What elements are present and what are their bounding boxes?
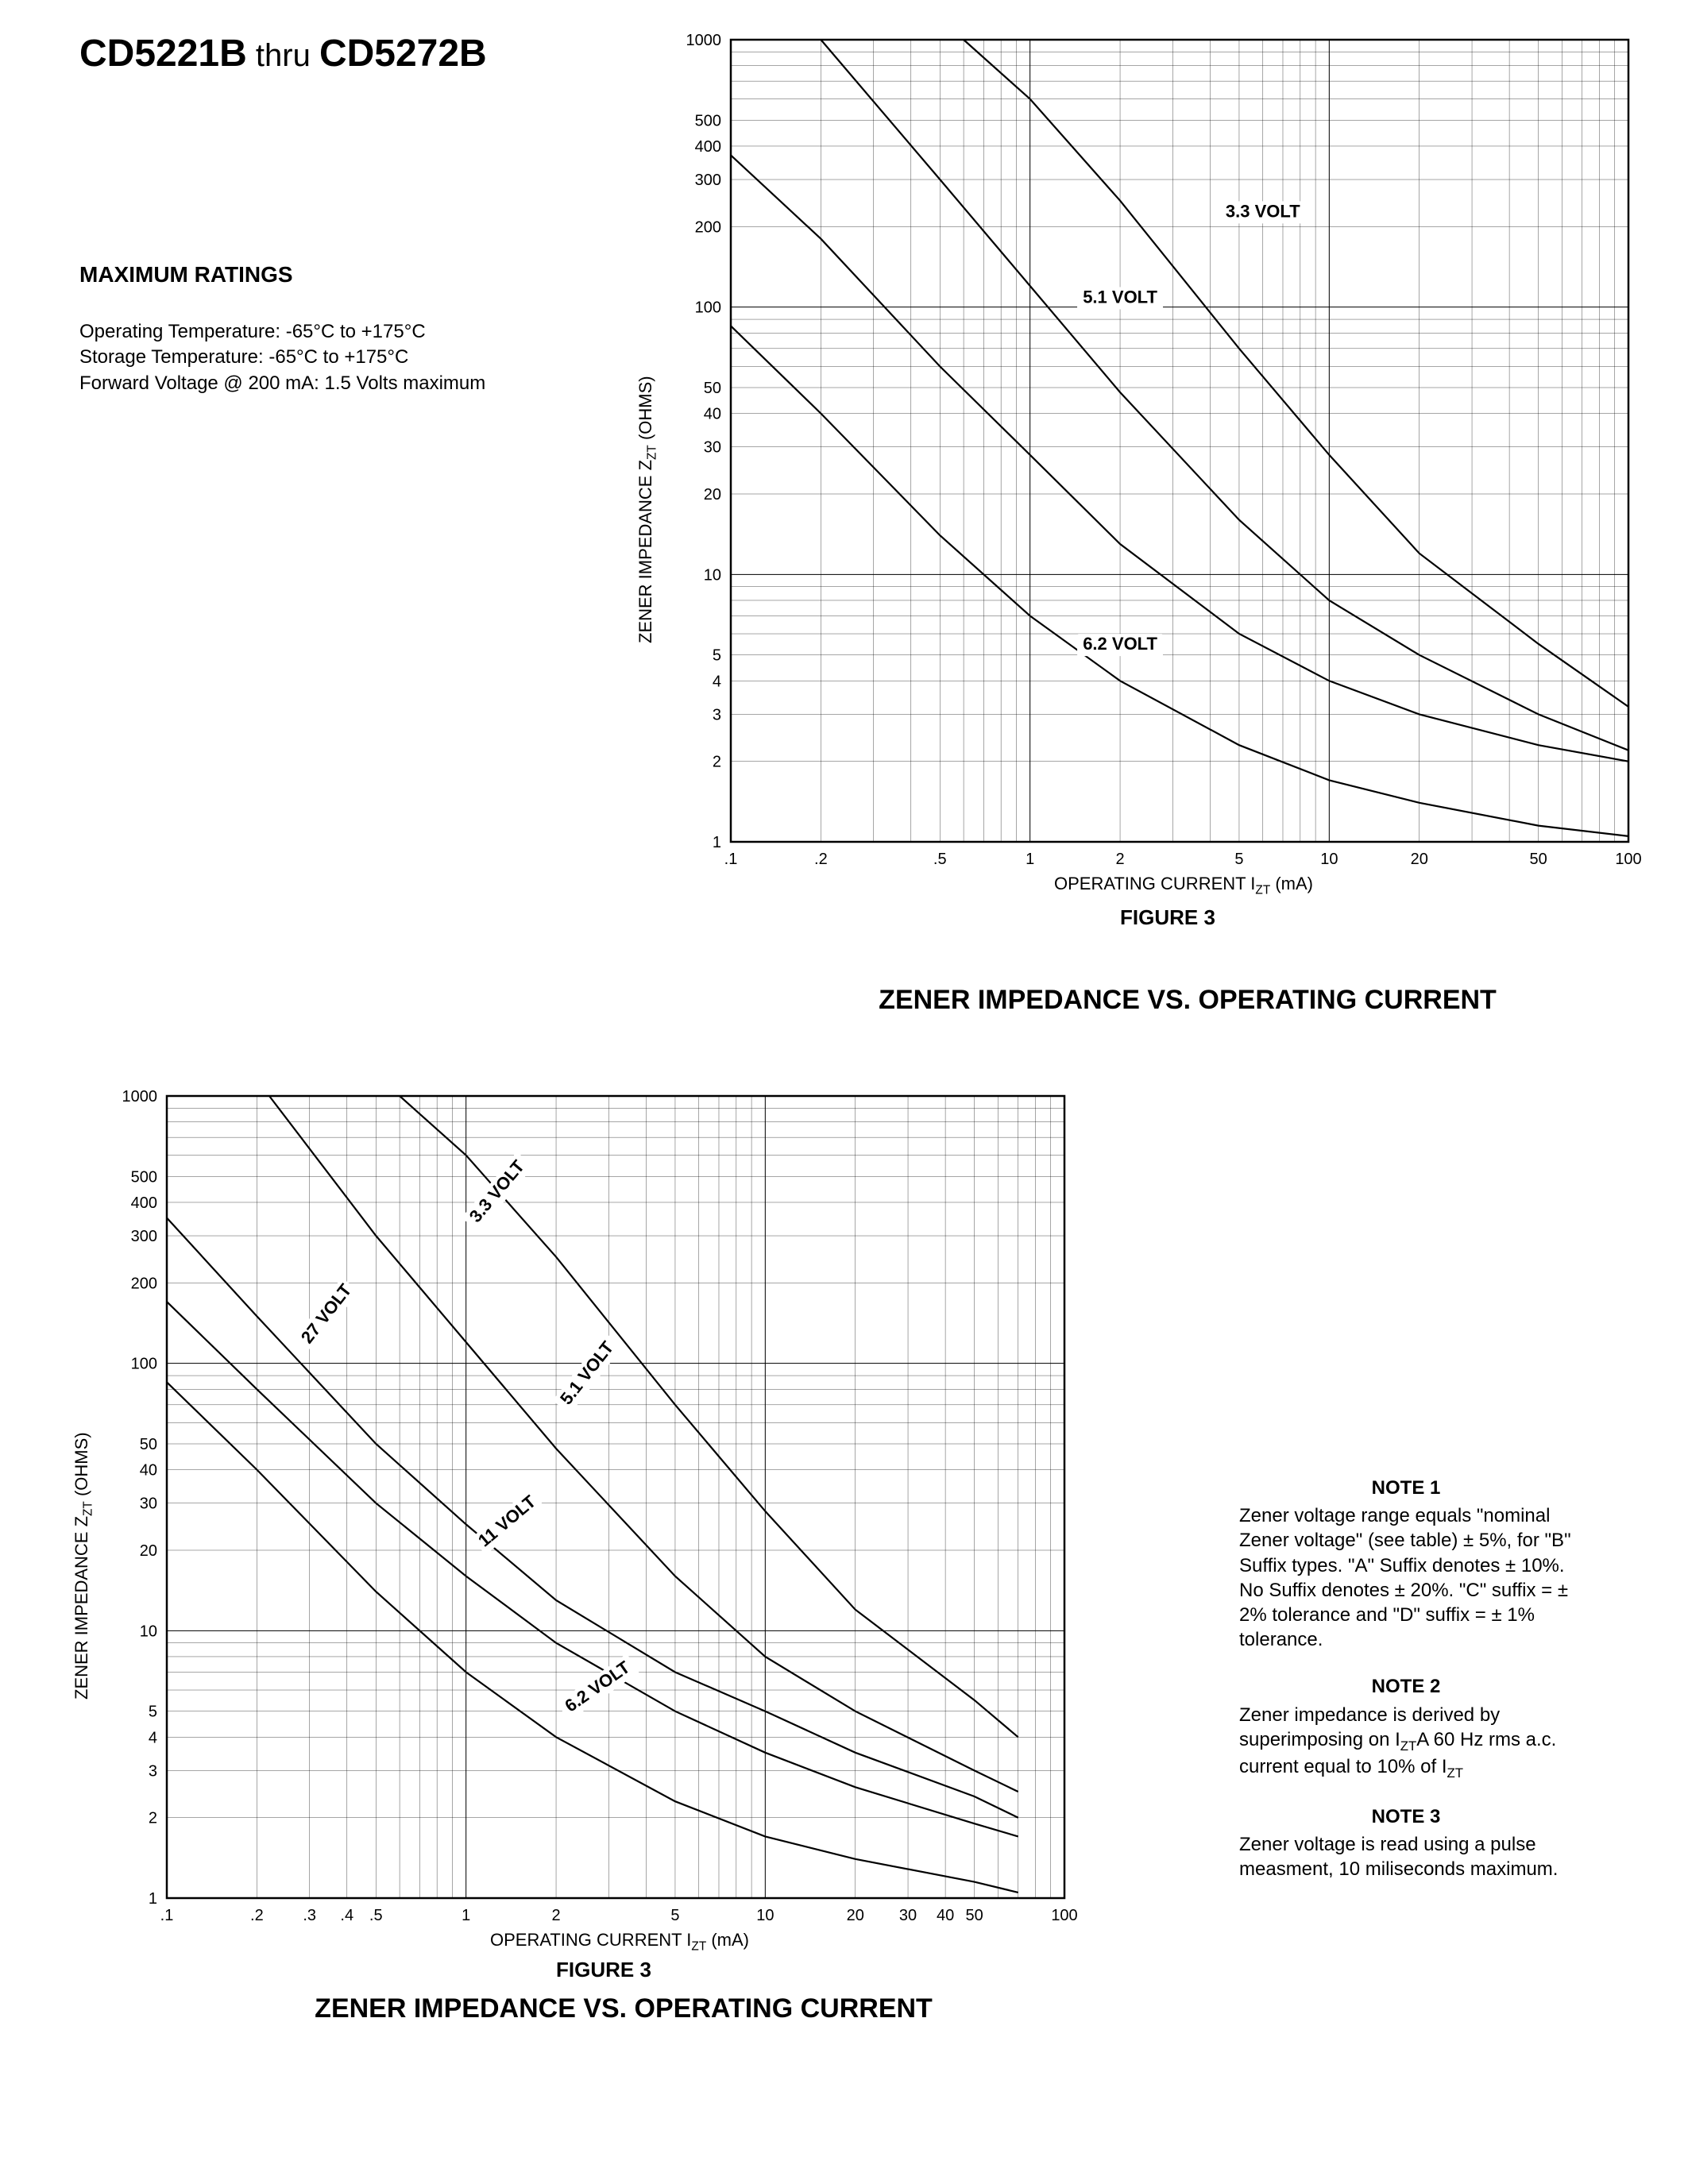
svg-text:1000: 1000 [122, 1088, 158, 1106]
svg-text:50: 50 [704, 380, 721, 397]
svg-text:5: 5 [1234, 851, 1243, 868]
svg-text:10: 10 [756, 1907, 774, 1924]
svg-text:40: 40 [704, 406, 721, 423]
chart2-x-label: OPERATING CURRENT IZT (mA) [421, 1930, 818, 1954]
chart1-figure: FIGURE 3 [1088, 905, 1247, 930]
ratings-line-0: Operating Temperature: -65°C to +175°C [79, 319, 588, 345]
svg-text:.1: .1 [724, 851, 738, 868]
svg-text:10: 10 [140, 1623, 157, 1640]
chart2-svg: .1 .2 .5 1 2 5 10 20 50 100 .3 .4 30 40 1 2 3 4 5 10 20 30 40 5… [79, 1088, 1088, 1938]
svg-text:5: 5 [149, 1704, 157, 1721]
ratings-line-2: Forward Voltage @ 200 mA: 1.5 Volts maxi… [79, 371, 588, 396]
svg-text:20: 20 [1411, 851, 1428, 868]
note2-heading: NOTE 2 [1239, 1674, 1573, 1699]
chart1-y-label: ZENER IMPEDANCE ZZT (OHMS) [635, 376, 659, 643]
svg-text:1: 1 [149, 1890, 157, 1908]
note1-heading: NOTE 1 [1239, 1476, 1573, 1500]
chart2-title: ZENER IMPEDANCE VS. OPERATING CURRENT [246, 1993, 1001, 2024]
svg-text:3: 3 [149, 1762, 157, 1780]
svg-text:30: 30 [704, 439, 721, 457]
svg-text:2: 2 [1115, 851, 1124, 868]
note3-heading: NOTE 3 [1239, 1804, 1573, 1829]
svg-text:2: 2 [713, 754, 721, 771]
svg-text:.5: .5 [933, 851, 947, 868]
svg-text:20: 20 [847, 1907, 864, 1924]
svg-text:10: 10 [704, 566, 721, 584]
chart2-figure: FIGURE 3 [524, 1958, 683, 1982]
svg-text:3: 3 [713, 706, 721, 723]
svg-text:.2: .2 [814, 851, 828, 868]
page-title: CD5221B thru CD5272B [79, 32, 487, 75]
svg-text:2: 2 [551, 1907, 560, 1924]
svg-text:5: 5 [713, 647, 721, 665]
svg-text:500: 500 [695, 112, 721, 129]
svg-text:10: 10 [1320, 851, 1338, 868]
svg-text:20: 20 [704, 486, 721, 504]
title-part2: CD5272B [319, 33, 487, 75]
svg-text:.4: .4 [340, 1907, 353, 1924]
svg-text:2: 2 [149, 1810, 157, 1827]
svg-text:3.3 VOLT: 3.3 VOLT [1226, 201, 1300, 221]
title-thru: thru [247, 38, 319, 73]
svg-text:.5: .5 [369, 1907, 383, 1924]
chart2-y-label: ZENER IMPEDANCE ZZT (OHMS) [71, 1432, 95, 1700]
svg-text:100: 100 [695, 299, 721, 317]
svg-text:300: 300 [131, 1228, 157, 1245]
svg-text:20: 20 [140, 1542, 157, 1560]
svg-text:1000: 1000 [686, 32, 722, 49]
chart1-x-label: OPERATING CURRENT IZT (mA) [985, 874, 1382, 897]
chart1-svg: .1 .2 .5 1 2 5 10 20 50 100 1 2 3 4 5 10 20 30 40 50 100 200 3… [643, 32, 1652, 882]
svg-text:6.2 VOLT: 6.2 VOLT [1083, 634, 1157, 654]
svg-text:5.1 VOLT: 5.1 VOLT [1083, 287, 1157, 307]
svg-text:100: 100 [131, 1356, 157, 1373]
svg-text:4: 4 [149, 1729, 157, 1746]
svg-text:1: 1 [462, 1907, 470, 1924]
notes-block: NOTE 1 Zener voltage range equals "nomin… [1239, 1453, 1573, 1882]
svg-text:1: 1 [713, 834, 721, 851]
svg-text:40: 40 [937, 1907, 954, 1924]
svg-text:500: 500 [131, 1168, 157, 1186]
svg-text:.3: .3 [303, 1907, 316, 1924]
ratings-heading: MAXIMUM RATINGS [79, 262, 588, 287]
svg-text:400: 400 [695, 138, 721, 156]
svg-text:50: 50 [140, 1436, 157, 1453]
svg-text:400: 400 [131, 1194, 157, 1212]
svg-text:100: 100 [1615, 851, 1641, 868]
note3-text: Zener voltage is read using a pulse meas… [1239, 1832, 1573, 1881]
svg-text:5: 5 [670, 1907, 679, 1924]
svg-text:50: 50 [965, 1907, 983, 1924]
svg-text:200: 200 [695, 218, 721, 236]
title-part1: CD5221B [79, 33, 247, 75]
ratings-block: MAXIMUM RATINGS Operating Temperature: -… [79, 262, 588, 396]
svg-text:.2: .2 [250, 1907, 264, 1924]
svg-text:100: 100 [1051, 1907, 1077, 1924]
ratings-line-1: Storage Temperature: -65°C to +175°C [79, 345, 588, 370]
svg-text:30: 30 [140, 1495, 157, 1513]
svg-text:4: 4 [713, 673, 721, 690]
svg-text:50: 50 [1529, 851, 1547, 868]
chart1-title: ZENER IMPEDANCE VS. OPERATING CURRENT [771, 985, 1605, 1016]
svg-text:300: 300 [695, 172, 721, 189]
svg-text:1: 1 [1026, 851, 1034, 868]
svg-text:40: 40 [140, 1462, 157, 1480]
svg-text:30: 30 [899, 1907, 917, 1924]
note1-text: Zener voltage range equals "nominal Zene… [1239, 1503, 1573, 1652]
svg-text:.1: .1 [160, 1907, 174, 1924]
svg-text:200: 200 [131, 1275, 157, 1292]
note2-text: Zener impedance is derived by superimpos… [1239, 1703, 1573, 1782]
chart2-container: .1 .2 .5 1 2 5 10 20 50 100 .3 .4 30 40 1 2 3 4 5 10 20 30 40 5… [79, 1088, 1088, 2065]
chart1-container: .1 .2 .5 1 2 5 10 20 50 100 1 2 3 4 5 10 20 30 40 50 100 200 3… [643, 32, 1652, 1009]
